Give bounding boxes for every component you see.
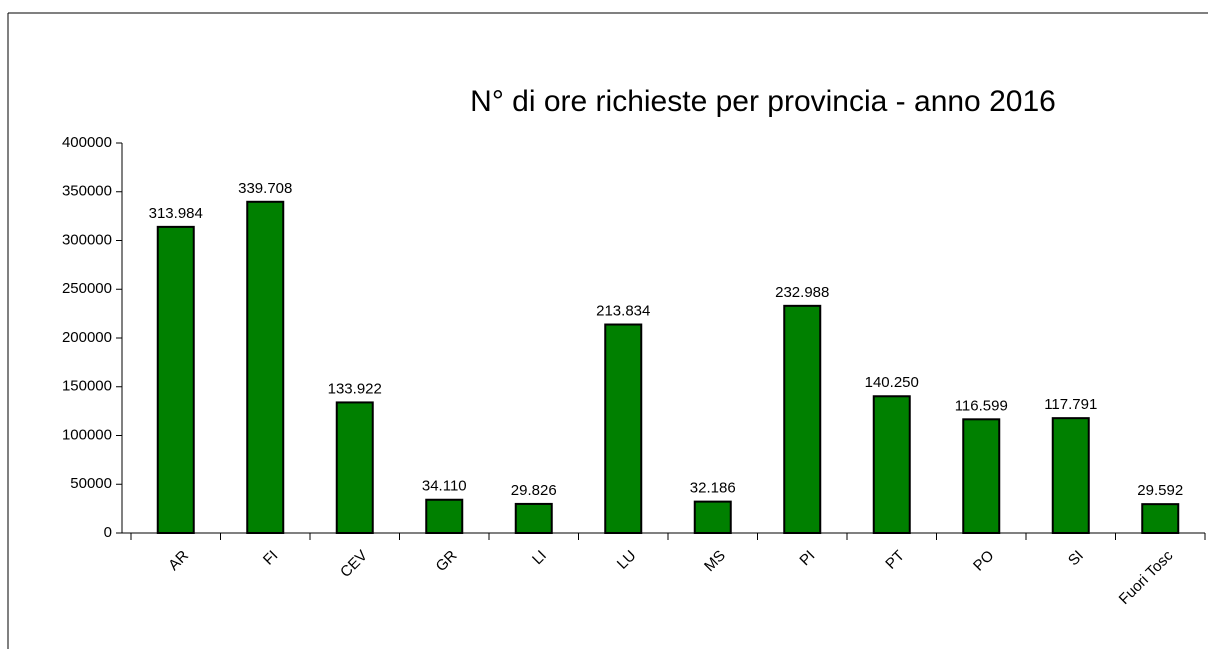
value-label: 32.186 bbox=[690, 480, 736, 497]
value-label: 313.984 bbox=[149, 205, 203, 222]
value-label: 213.834 bbox=[596, 302, 650, 319]
bar bbox=[604, 323, 643, 534]
bar bbox=[1051, 417, 1090, 534]
chart-title: N° di ore richieste per provincia - anno… bbox=[470, 85, 1056, 118]
bar bbox=[872, 395, 911, 534]
x-tick-label: GR bbox=[433, 547, 461, 575]
x-tick-label: PI bbox=[796, 547, 818, 569]
value-label: 339.708 bbox=[238, 180, 292, 197]
y-tick-label: 50000 bbox=[70, 475, 112, 492]
x-tick-label: LU bbox=[614, 547, 640, 573]
value-label: 133.922 bbox=[328, 380, 382, 397]
x-tick-label: AR bbox=[165, 547, 192, 574]
x-tick-label: MS bbox=[701, 547, 729, 575]
bar bbox=[693, 500, 732, 535]
bar bbox=[783, 304, 822, 534]
y-tick-label: 300000 bbox=[62, 231, 112, 248]
x-tick-label: FI bbox=[260, 547, 281, 568]
value-label: 117.791 bbox=[1044, 396, 1097, 413]
bar bbox=[1141, 503, 1180, 534]
x-tick-label: CEV bbox=[337, 547, 371, 581]
value-label: 140.250 bbox=[865, 374, 919, 391]
value-label: 29.592 bbox=[1137, 482, 1183, 499]
y-tick-label: 400000 bbox=[62, 134, 112, 151]
x-tick-label: Fuori Tosc bbox=[1116, 547, 1177, 608]
value-label: 29.826 bbox=[511, 482, 557, 499]
value-label: 116.599 bbox=[955, 397, 1008, 414]
y-tick-label: 250000 bbox=[62, 280, 112, 297]
x-tick-label: PT bbox=[882, 547, 908, 573]
x-tick-label: SI bbox=[1065, 547, 1087, 569]
value-label: 232.988 bbox=[775, 284, 829, 301]
x-tick-label: LI bbox=[529, 547, 550, 568]
y-tick-label: 0 bbox=[104, 524, 112, 541]
bar bbox=[335, 401, 374, 534]
bar bbox=[246, 200, 285, 534]
bar bbox=[962, 418, 1001, 535]
bar bbox=[514, 502, 553, 534]
y-tick-label: 200000 bbox=[62, 329, 112, 346]
y-tick-label: 150000 bbox=[62, 378, 112, 395]
x-tick-label: PO bbox=[970, 547, 997, 574]
y-tick-label: 100000 bbox=[62, 426, 112, 443]
y-tick-label: 350000 bbox=[62, 183, 112, 200]
bar bbox=[156, 225, 195, 534]
bar bbox=[425, 498, 464, 534]
value-label: 34.110 bbox=[422, 478, 467, 495]
